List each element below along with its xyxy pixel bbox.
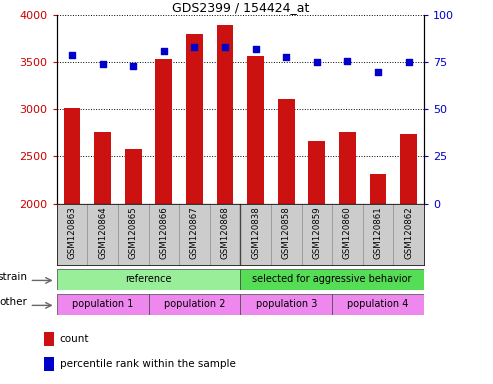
Text: GSM120862: GSM120862 <box>404 207 413 259</box>
Bar <box>332 294 424 315</box>
Bar <box>332 204 363 265</box>
Bar <box>271 204 302 265</box>
Bar <box>43 358 54 371</box>
Bar <box>363 204 393 265</box>
Text: population 3: population 3 <box>255 299 317 310</box>
Bar <box>64 108 80 204</box>
Text: other: other <box>0 297 27 307</box>
Text: GSM120865: GSM120865 <box>129 207 138 259</box>
Text: percentile rank within the sample: percentile rank within the sample <box>60 359 236 369</box>
Bar <box>241 294 332 315</box>
Bar <box>247 56 264 204</box>
Point <box>313 59 321 65</box>
Point <box>252 46 260 52</box>
Text: GSM120863: GSM120863 <box>68 207 76 259</box>
Bar <box>216 25 234 204</box>
Point <box>129 63 137 69</box>
Text: GSM120838: GSM120838 <box>251 207 260 259</box>
Bar <box>118 204 148 265</box>
Text: selected for aggressive behavior: selected for aggressive behavior <box>252 274 412 285</box>
Text: strain: strain <box>0 272 27 282</box>
Text: GSM120858: GSM120858 <box>282 207 291 259</box>
Point <box>190 44 198 50</box>
Bar <box>148 204 179 265</box>
Point <box>344 58 352 64</box>
Point <box>68 52 76 58</box>
Bar <box>57 269 241 290</box>
Text: count: count <box>60 334 89 344</box>
Text: GSM120864: GSM120864 <box>98 207 107 259</box>
Bar <box>57 204 87 265</box>
Bar <box>393 204 424 265</box>
Bar <box>43 333 54 346</box>
Bar <box>309 141 325 204</box>
Point <box>160 48 168 54</box>
Bar <box>148 294 241 315</box>
Point <box>374 69 382 75</box>
Point <box>405 59 413 65</box>
Bar <box>94 132 111 204</box>
Title: GDS2399 / 154424_at: GDS2399 / 154424_at <box>172 1 309 14</box>
Text: GSM120866: GSM120866 <box>159 207 168 259</box>
Bar <box>155 59 172 204</box>
Text: population 4: population 4 <box>348 299 409 310</box>
Bar <box>241 204 271 265</box>
Text: GSM120859: GSM120859 <box>313 207 321 259</box>
Text: reference: reference <box>125 274 172 285</box>
Bar <box>57 294 148 315</box>
Bar <box>278 99 295 204</box>
Text: GSM120861: GSM120861 <box>374 207 383 259</box>
Text: population 1: population 1 <box>72 299 133 310</box>
Text: GSM120860: GSM120860 <box>343 207 352 259</box>
Text: GSM120868: GSM120868 <box>220 207 230 259</box>
Bar <box>241 269 424 290</box>
Bar <box>370 174 387 204</box>
Bar <box>210 204 240 265</box>
Bar <box>87 204 118 265</box>
Point <box>99 61 106 67</box>
Text: population 2: population 2 <box>164 299 225 310</box>
Bar <box>179 204 210 265</box>
Bar <box>302 204 332 265</box>
Point <box>221 44 229 50</box>
Bar <box>186 34 203 204</box>
Text: GSM120867: GSM120867 <box>190 207 199 259</box>
Bar <box>125 149 141 204</box>
Point <box>282 54 290 60</box>
Bar <box>339 132 356 204</box>
Bar <box>400 134 417 204</box>
